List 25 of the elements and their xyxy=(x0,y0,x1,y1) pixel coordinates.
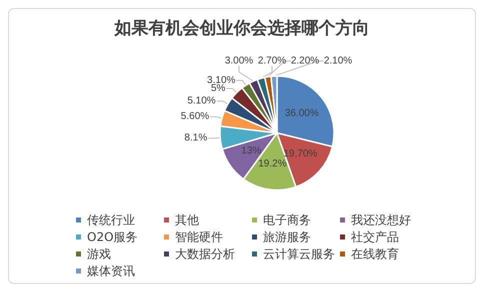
chart-title: 如果有机会创业你会选择哪个方向 xyxy=(114,18,370,38)
data-label: 36.00% xyxy=(284,108,319,120)
data-label: 3.00% xyxy=(224,56,254,66)
data-label: 2.10% xyxy=(324,56,352,66)
data-label: 5.10% xyxy=(187,96,216,107)
legend-label: 我还没想好 xyxy=(351,213,411,227)
legend-label: 旅游服务 xyxy=(263,230,311,244)
data-label: 8.1% xyxy=(184,132,208,144)
data-label: 2.70% xyxy=(258,56,286,66)
data-label: 19.2% xyxy=(258,158,287,170)
legend-label: 媒体资讯 xyxy=(87,264,135,278)
data-label: 2.20% xyxy=(290,56,320,66)
legend-label: 在线教育 xyxy=(351,247,399,261)
legend-label: 大数据分析 xyxy=(175,247,235,261)
legend-label: 智能硬件 xyxy=(175,230,223,244)
data-label: 5.60% xyxy=(180,111,210,122)
data-label: 13% xyxy=(241,146,262,157)
data-label: 5% xyxy=(211,82,226,94)
legend-label: O2O服务 xyxy=(87,230,138,244)
legend-label: 游戏 xyxy=(87,247,111,261)
legend-label: 传统行业 xyxy=(87,213,135,227)
legend-label: 其他 xyxy=(175,213,199,227)
legend-label: 电子商务 xyxy=(263,213,311,227)
legend-label: 社交产品 xyxy=(351,230,399,244)
legend-label: 云计算云服务 xyxy=(263,247,335,261)
